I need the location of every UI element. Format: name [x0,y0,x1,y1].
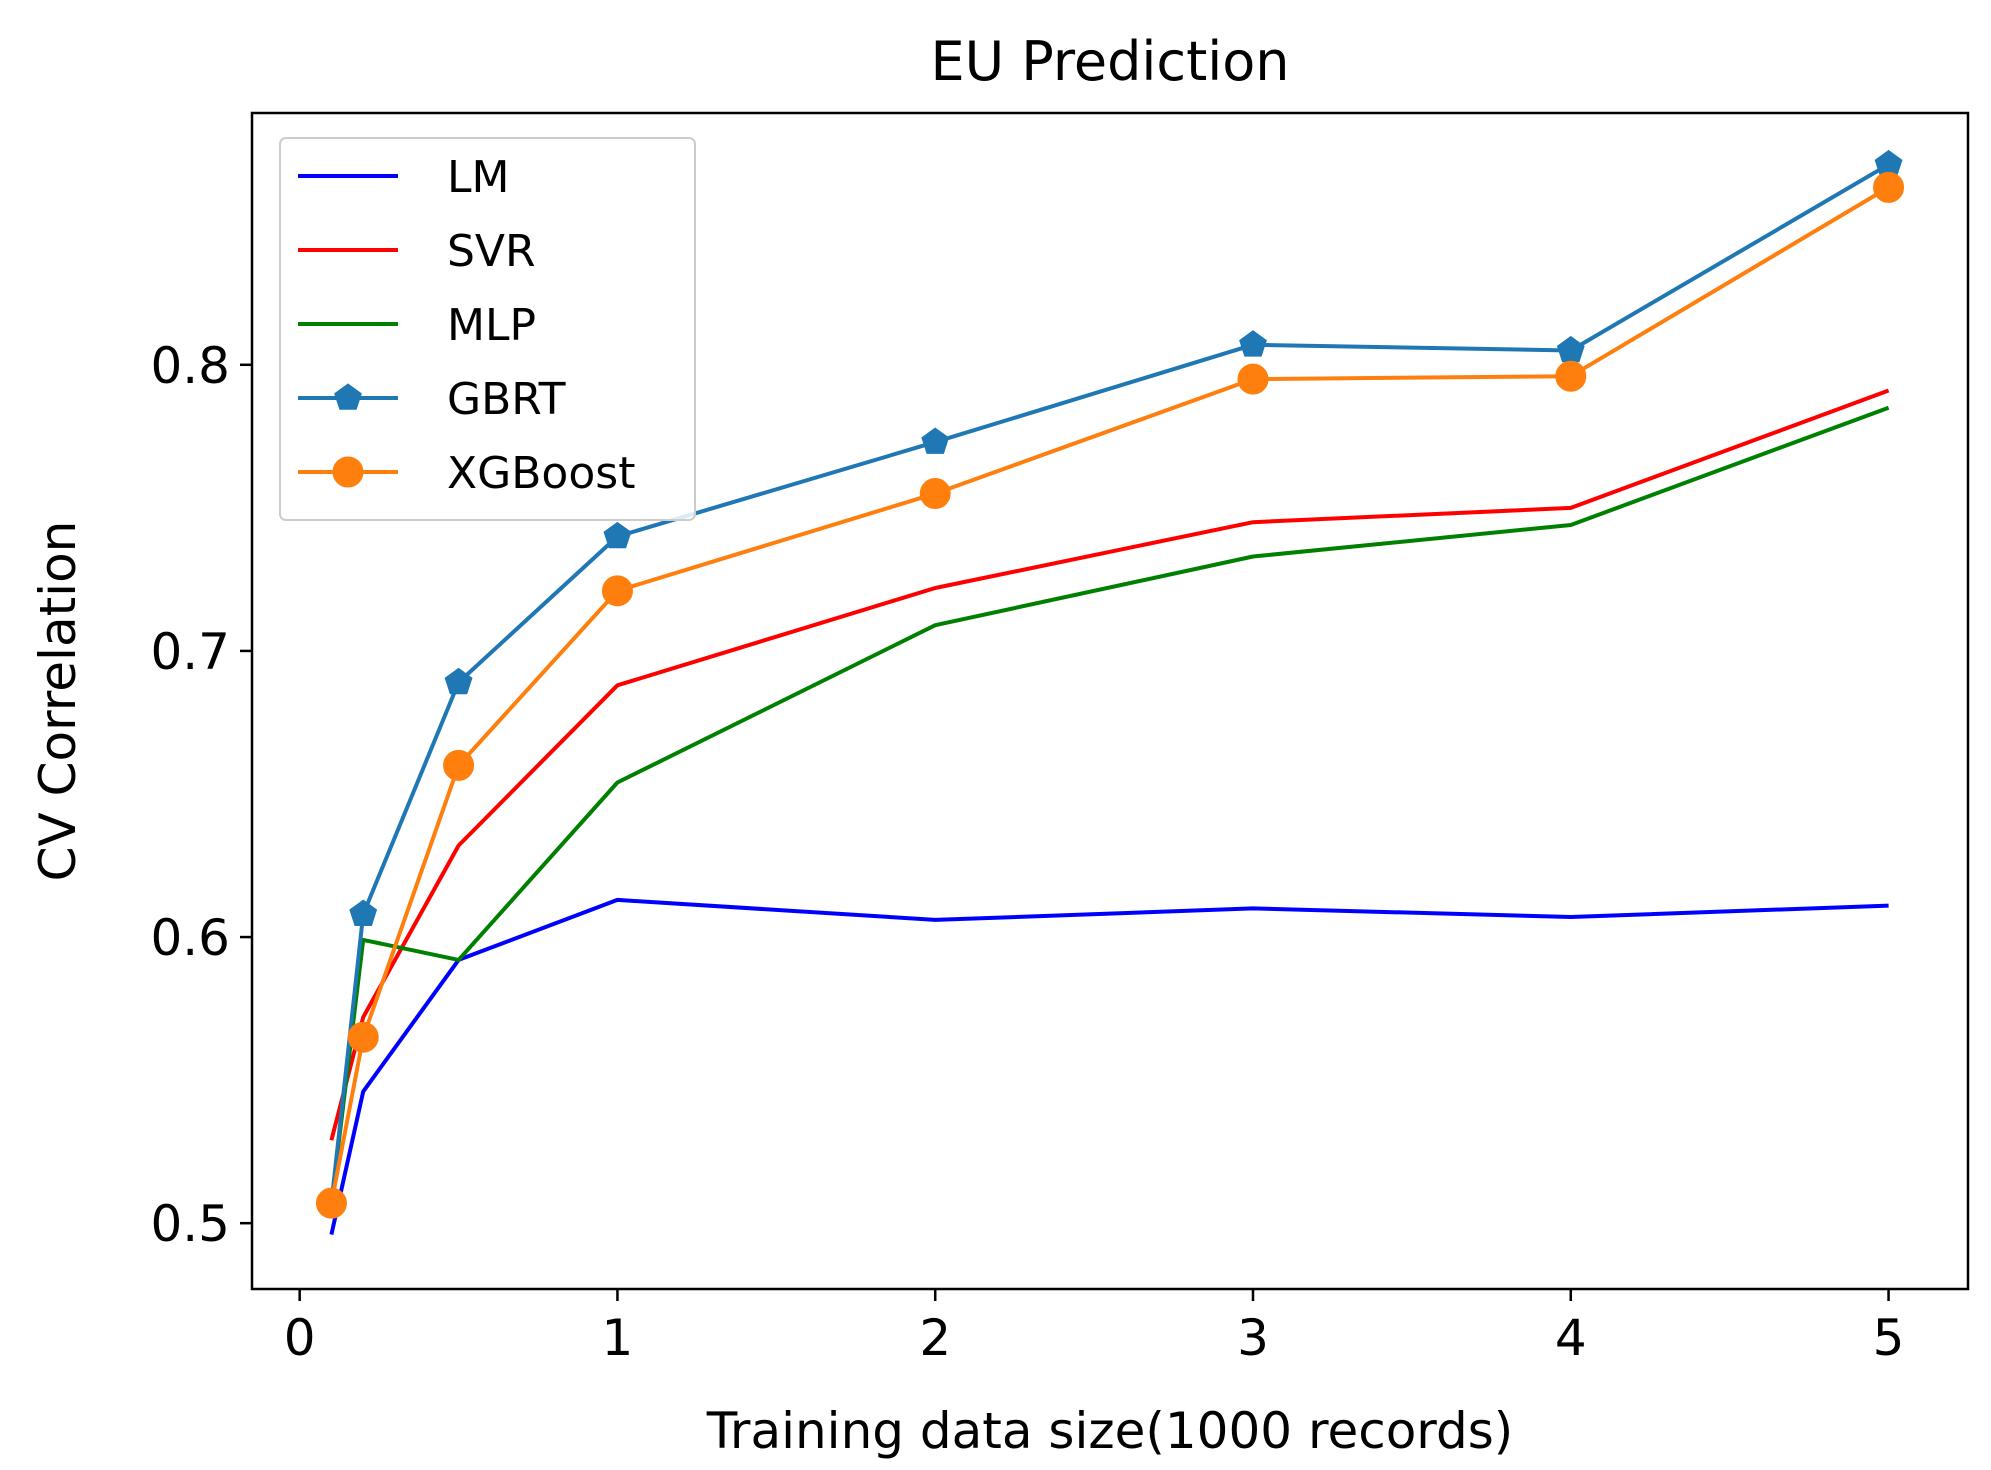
data-point-gbrt [349,899,378,926]
legend-label: SVR [447,226,536,277]
legend-marker [332,456,364,488]
y-axis-title: CV Correlation [29,521,87,882]
x-tick-label: 5 [1873,1309,1905,1367]
data-point-xgboost [315,1187,347,1219]
y-tick-label: 0.6 [150,909,230,967]
series-line-gbrt [329,162,1890,1204]
series-xgboost [315,171,1905,1219]
data-point-gbrt [444,667,473,695]
x-tick-label: 4 [1555,1309,1587,1367]
x-tick-label: 1 [602,1309,634,1367]
legend-item-mlp: MLP [298,300,536,351]
y-tick-label: 0.7 [150,623,230,681]
x-axis-title: Training data size(1000 records) [706,1402,1514,1460]
data-point-gbrt [1239,330,1267,357]
legend-label: GBRT [447,374,566,425]
x-tick-label: 3 [1237,1309,1269,1367]
legend-item-xgboost: XGBoost [298,448,635,499]
series-lm [329,897,1889,1236]
data-point-xgboost [1555,360,1587,392]
series-mlp [329,405,1890,1204]
data-point-xgboost [601,575,633,607]
legend-label: LM [447,152,509,203]
data-point-xgboost [347,1021,379,1053]
legend-box [279,137,696,521]
data-point-gbrt [1556,335,1585,363]
legend-item-lm: LM [298,152,509,203]
series-line-xgboost [329,185,1890,1204]
data-point-xgboost [919,478,951,510]
x-tick-label: 0 [284,1309,316,1367]
data-point-gbrt [921,427,950,454]
plot-frame [250,111,1970,1291]
data-point-gbrt [603,521,632,549]
chart-title: EU Prediction [930,30,1289,93]
legend-item-svr: SVR [298,226,536,277]
data-point-xgboost [1873,171,1905,203]
plot-area [315,149,1905,1236]
legend-marker [334,383,362,410]
y-tick-label: 0.8 [150,337,230,395]
y-tick-label: 0.5 [150,1195,230,1253]
x-tick-label: 2 [919,1309,951,1367]
data-point-xgboost [443,749,475,781]
data-point-xgboost [1237,363,1269,395]
legend-label: XGBoost [447,448,635,499]
series-line-lm [329,897,1889,1236]
series-line-mlp [329,405,1890,1204]
legend-item-gbrt: GBRT [298,374,566,425]
legend-label: MLP [447,300,536,351]
axes-ticks: 0 1 2 3 4 5 0.5 0.6 0.7 0.8 [150,337,1904,1367]
legend: LM SVR MLP GBRT XGBoost [279,137,696,521]
